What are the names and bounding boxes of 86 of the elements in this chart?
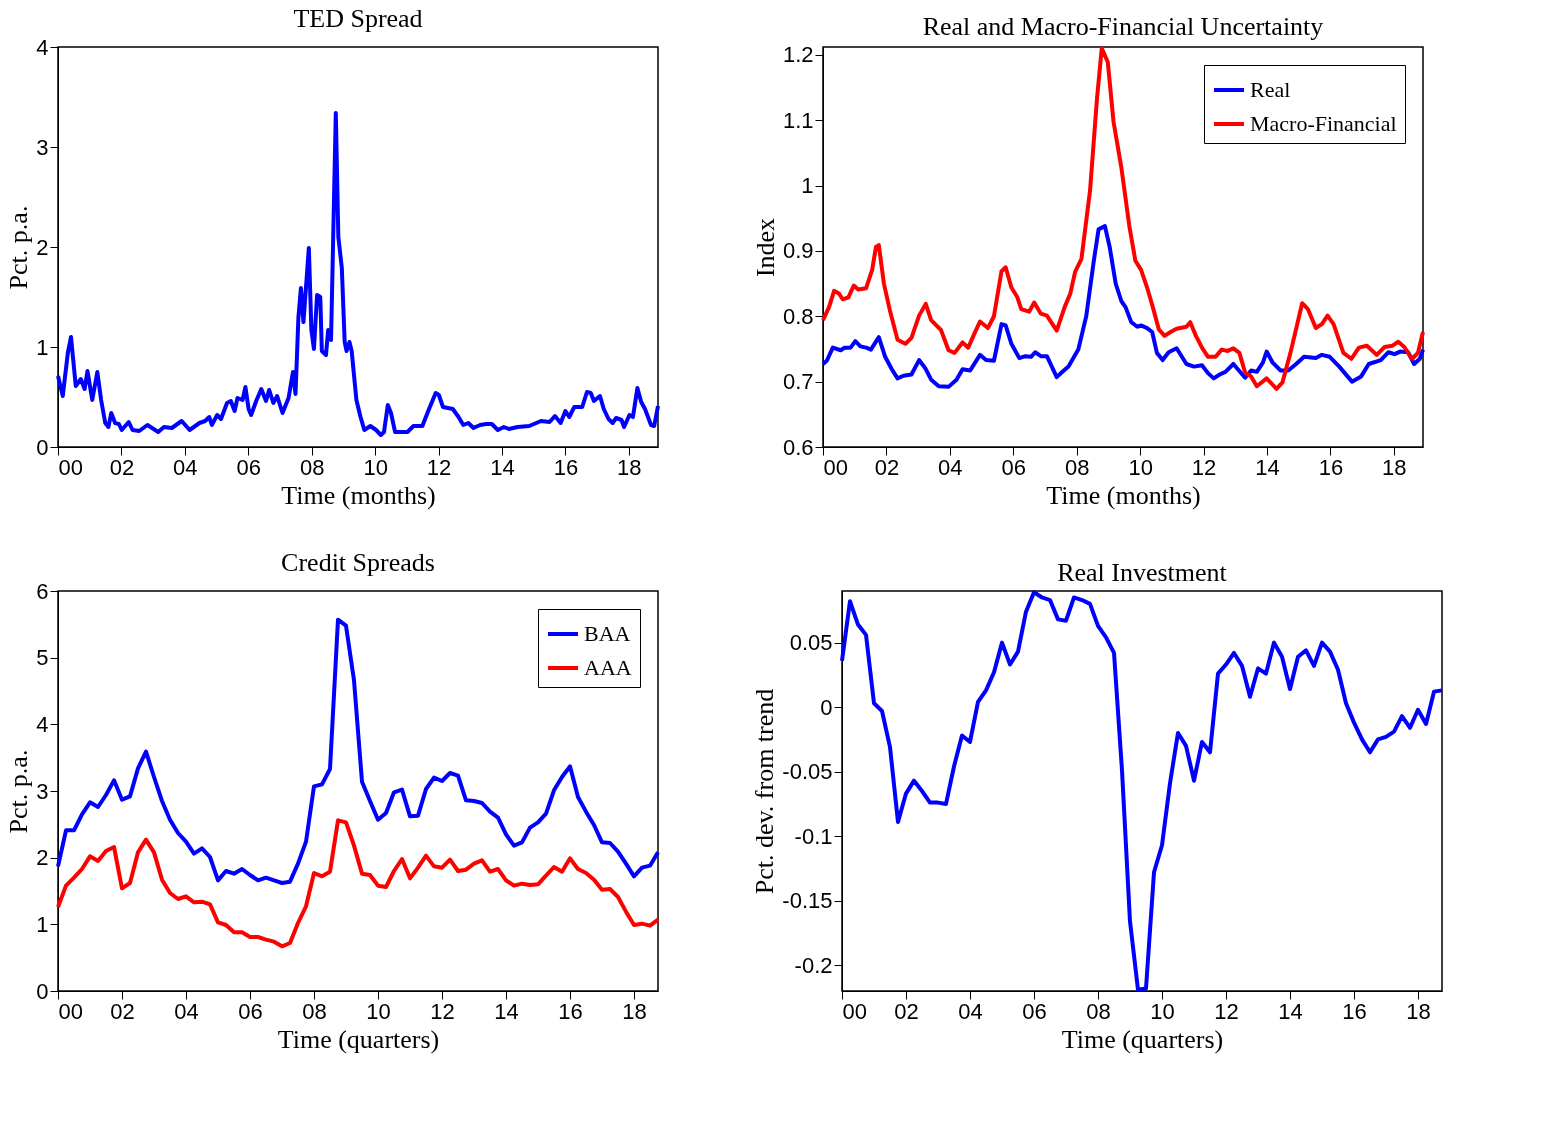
x-tick-label: 12 xyxy=(1214,998,1239,1024)
y-tick-label: 1 xyxy=(36,911,49,937)
y-tick-label: 4 xyxy=(36,34,49,60)
y-tick-label: 5 xyxy=(36,645,49,671)
x-tick-label: 02 xyxy=(110,998,135,1024)
x-tick-label: 00 xyxy=(58,454,83,480)
x-tick-label: 08 xyxy=(1086,998,1111,1024)
x-tick-label: 06 xyxy=(1022,998,1047,1024)
legend-label: AAA xyxy=(584,655,632,680)
x-tick-label: 10 xyxy=(1128,454,1153,480)
x-axis-title: Time (quarters) xyxy=(1061,1024,1224,1054)
x-tick-label: 06 xyxy=(1001,454,1027,480)
x-axis-title: Time (months) xyxy=(281,480,436,510)
chart-title: Real and Macro-Financial Uncertainty xyxy=(922,11,1324,41)
y-tick-label: 1 xyxy=(36,334,49,360)
y-tick-label: 1 xyxy=(801,173,814,199)
y-tick-label: -0.05 xyxy=(782,759,833,785)
x-tick-label: 16 xyxy=(1342,998,1367,1024)
y-tick-label: 0.9 xyxy=(782,238,814,264)
x-axis-title: Time (quarters) xyxy=(277,1024,440,1054)
legend-label: Real xyxy=(1250,77,1291,102)
y-axis-title: Index xyxy=(750,217,780,278)
x-tick-label: 18 xyxy=(1382,454,1407,480)
x-tick-label: 12 xyxy=(430,998,455,1024)
x-tick-label: 14 xyxy=(1278,998,1303,1024)
x-tick-label: 10 xyxy=(1150,998,1175,1024)
x-tick-label: 02 xyxy=(109,454,135,480)
x-tick-label: 14 xyxy=(494,998,519,1024)
y-tick-label: 1.2 xyxy=(782,42,814,68)
x-tick-label: 16 xyxy=(558,998,583,1024)
x-axis-title: Time (months) xyxy=(1046,480,1201,510)
y-tick-label: 6 xyxy=(36,578,49,604)
x-tick-label: 16 xyxy=(553,454,579,480)
y-tick-label: 0.8 xyxy=(782,303,814,329)
chart-title: Credit Spreads xyxy=(281,548,435,577)
x-tick-label: 08 xyxy=(302,998,327,1024)
y-tick-label: 1.1 xyxy=(782,107,814,133)
y-tick-label: -0.15 xyxy=(782,888,833,914)
chart-title: TED Spread xyxy=(293,4,423,33)
y-tick-label: 0.6 xyxy=(782,434,814,460)
y-tick-label: 3 xyxy=(36,134,49,160)
line-series xyxy=(56,818,660,949)
chart-title: Real Investment xyxy=(1057,558,1228,588)
x-tick-label: 18 xyxy=(1406,998,1431,1024)
x-tick-label: 10 xyxy=(363,454,388,480)
x-tick-label: 02 xyxy=(874,454,900,480)
x-tick-label: 14 xyxy=(490,454,515,480)
x-tick-label: 18 xyxy=(622,998,647,1024)
y-tick-label: 0.7 xyxy=(782,369,814,395)
x-tick-label: 12 xyxy=(426,454,452,480)
x-tick-label: 02 xyxy=(894,998,919,1024)
x-tick-label: 06 xyxy=(238,998,263,1024)
x-tick-label: 14 xyxy=(1255,454,1280,480)
y-tick-label: 0 xyxy=(36,978,49,1004)
x-tick-label: 00 xyxy=(842,998,867,1024)
x-tick-label: 00 xyxy=(58,998,83,1024)
y-tick-label: 0 xyxy=(820,694,833,720)
x-tick-label: 04 xyxy=(174,998,199,1024)
x-tick-label: 12 xyxy=(1191,454,1217,480)
x-tick-label: 04 xyxy=(938,454,963,480)
y-axis-title: Pct. p.a. xyxy=(4,205,34,290)
line-series xyxy=(56,617,660,885)
y-tick-label: 2 xyxy=(36,234,49,260)
y-tick-label: 4 xyxy=(36,711,49,737)
x-tick-label: 00 xyxy=(823,454,848,480)
x-tick-label: 04 xyxy=(173,454,198,480)
y-tick-label: -0.2 xyxy=(794,952,833,978)
x-tick-label: 06 xyxy=(236,454,262,480)
legend-label: Macro-Financial xyxy=(1250,111,1397,136)
x-tick-label: 10 xyxy=(366,998,391,1024)
y-tick-label: 3 xyxy=(36,778,49,804)
y-axis-title: Pct. dev. from trend xyxy=(750,688,780,895)
x-tick-label: 08 xyxy=(299,454,325,480)
x-tick-label: 04 xyxy=(958,998,983,1024)
x-tick-label: 16 xyxy=(1318,454,1344,480)
x-tick-label: 08 xyxy=(1064,454,1090,480)
x-tick-label: 18 xyxy=(617,454,642,480)
y-tick-label: 0.05 xyxy=(789,630,833,656)
line-series xyxy=(56,111,660,437)
y-axis-title: Pct. p.a. xyxy=(4,749,34,834)
y-tick-label: 0 xyxy=(36,434,49,460)
y-tick-label: -0.1 xyxy=(794,823,833,849)
line-series xyxy=(821,224,1425,389)
legend-label: BAA xyxy=(584,621,631,646)
y-tick-label: 2 xyxy=(36,845,49,871)
line-series xyxy=(821,46,1425,391)
